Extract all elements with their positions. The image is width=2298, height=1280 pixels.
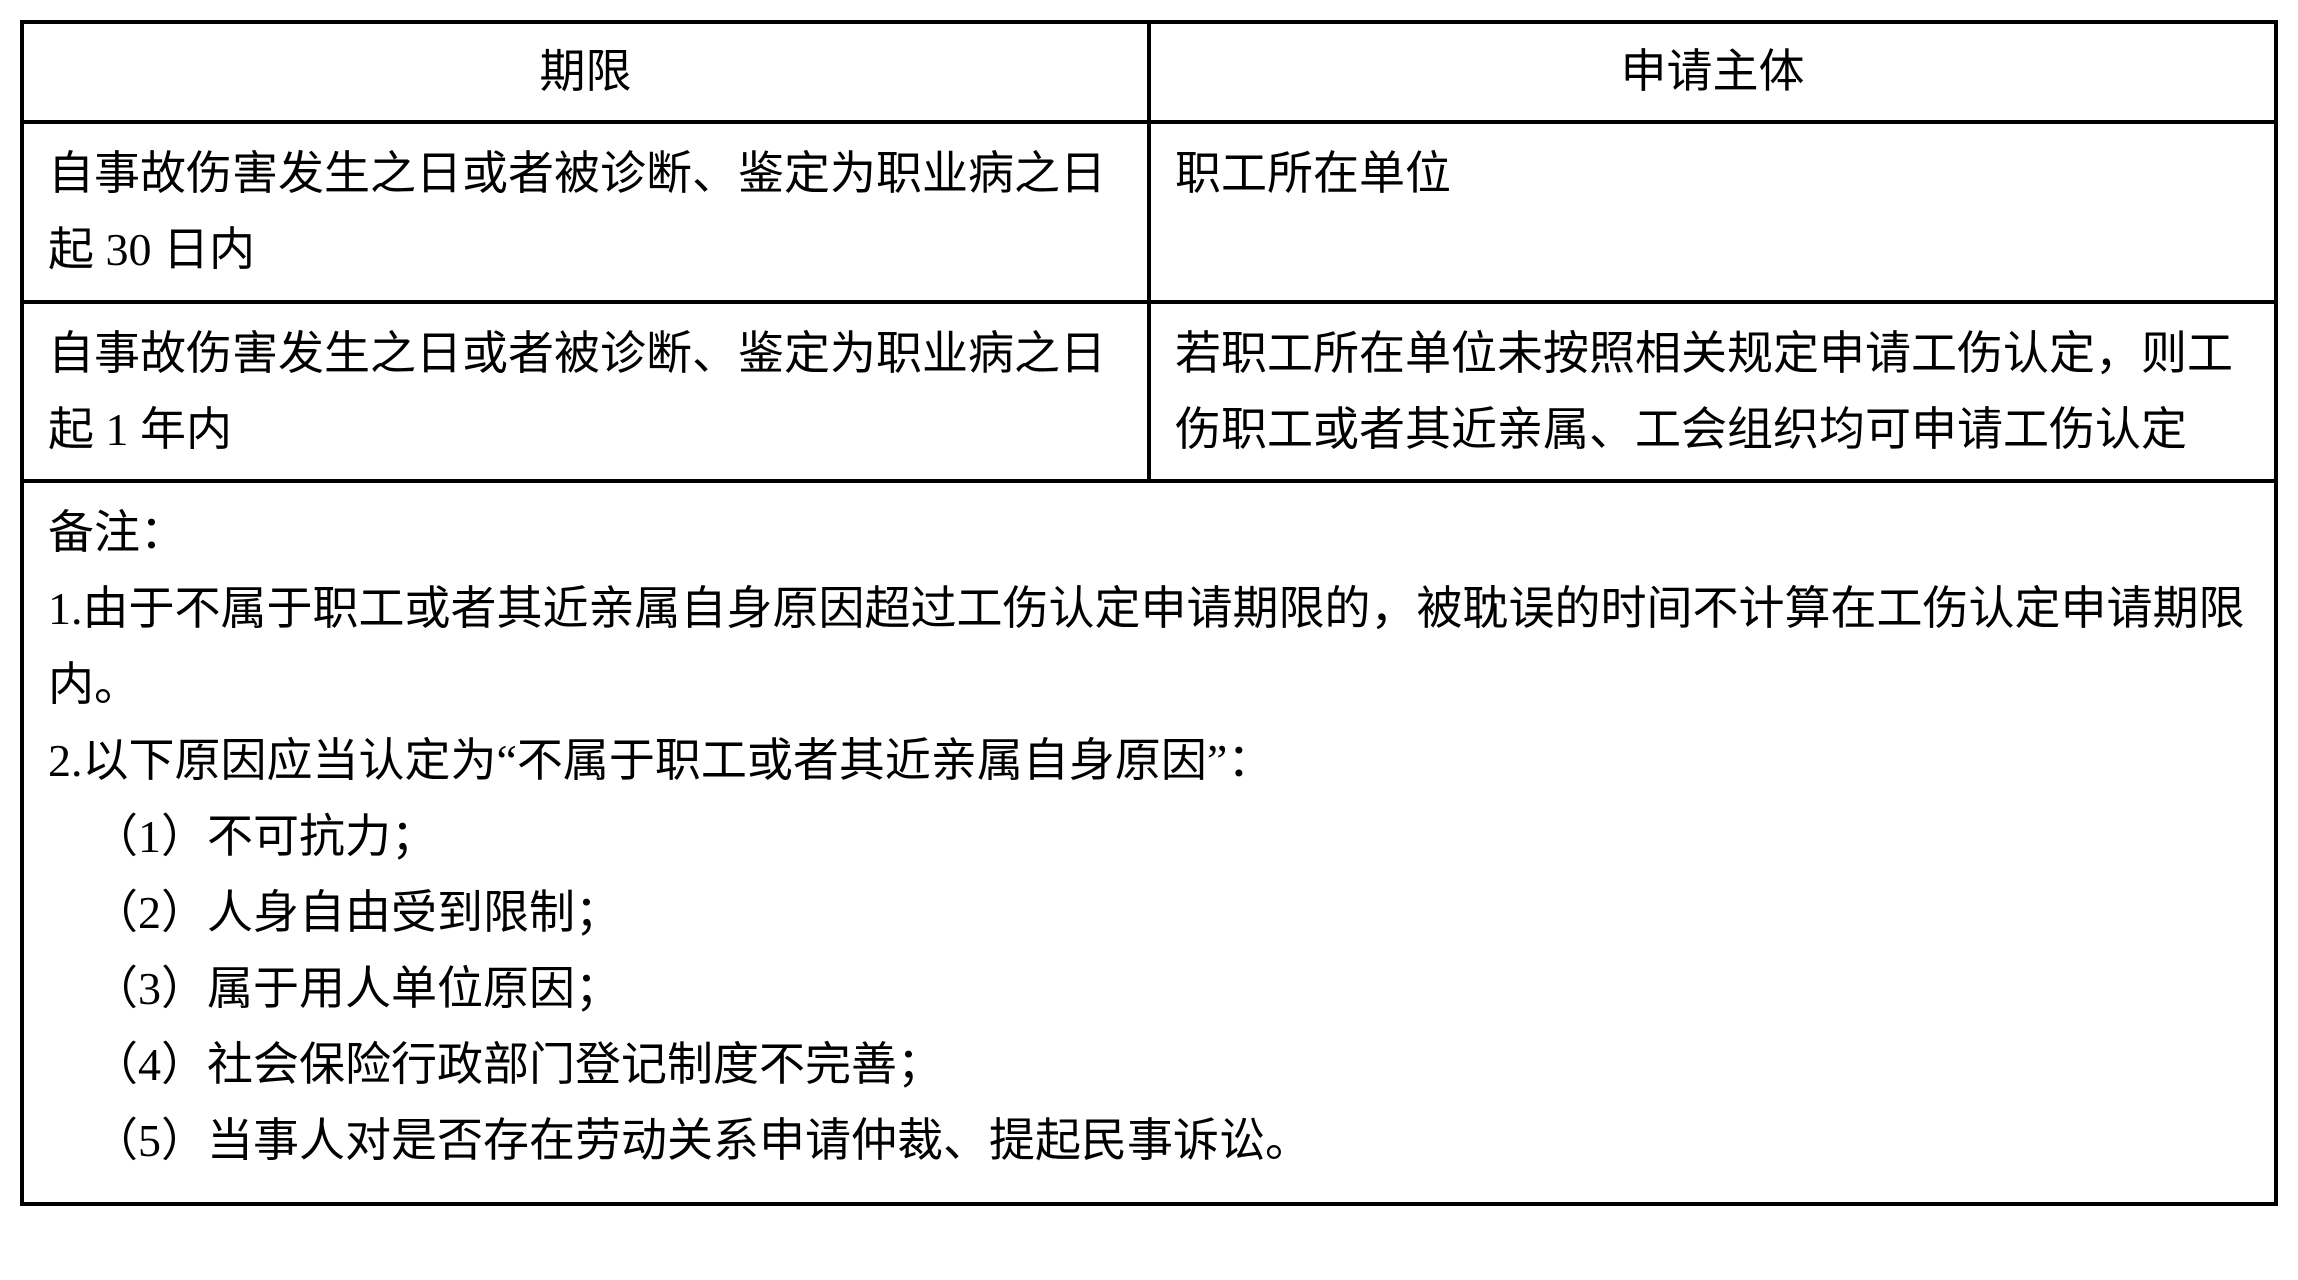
notes-sub1: （1）不可抗力； xyxy=(48,799,2250,875)
table-row: 自事故伤害发生之日或者被诊断、鉴定为职业病之日起 30 日内 职工所在单位 xyxy=(22,122,2276,302)
notes-cell: 备注： 1.由于不属于职工或者其近亲属自身原因超过工伤认定申请期限的，被耽误的时… xyxy=(22,481,2276,1204)
notes-sub4: （4）社会保险行政部门登记制度不完善； xyxy=(48,1027,2250,1103)
notes-title: 备注： xyxy=(48,495,2250,571)
row2-col2: 若职工所在单位未按照相关规定申请工伤认定，则工伤职工或者其近亲属、工会组织均可申… xyxy=(1149,302,2276,482)
notes-sub3: （3）属于用人单位原因； xyxy=(48,951,2250,1027)
notes-row: 备注： 1.由于不属于职工或者其近亲属自身原因超过工伤认定申请期限的，被耽误的时… xyxy=(22,481,2276,1204)
header-col1: 期限 xyxy=(22,22,1149,122)
main-table: 期限 申请主体 自事故伤害发生之日或者被诊断、鉴定为职业病之日起 30 日内 职… xyxy=(20,20,2278,1206)
row2-col1: 自事故伤害发生之日或者被诊断、鉴定为职业病之日起 1 年内 xyxy=(22,302,1149,482)
notes-sub5: （5）当事人对是否存在劳动关系申请仲裁、提起民事诉讼。 xyxy=(48,1103,2250,1179)
row1-col1: 自事故伤害发生之日或者被诊断、鉴定为职业病之日起 30 日内 xyxy=(22,122,1149,302)
table-row: 自事故伤害发生之日或者被诊断、鉴定为职业病之日起 1 年内 若职工所在单位未按照… xyxy=(22,302,2276,482)
header-col2: 申请主体 xyxy=(1149,22,2276,122)
row1-col2: 职工所在单位 xyxy=(1149,122,2276,302)
document-container: 期限 申请主体 自事故伤害发生之日或者被诊断、鉴定为职业病之日起 30 日内 职… xyxy=(20,20,2278,1206)
table-header-row: 期限 申请主体 xyxy=(22,22,2276,122)
notes-item2: 2.以下原因应当认定为“不属于职工或者其近亲属自身原因”： xyxy=(48,723,2250,799)
notes-sub2: （2）人身自由受到限制； xyxy=(48,875,2250,951)
notes-item1: 1.由于不属于职工或者其近亲属自身原因超过工伤认定申请期限的，被耽误的时间不计算… xyxy=(48,571,2250,723)
